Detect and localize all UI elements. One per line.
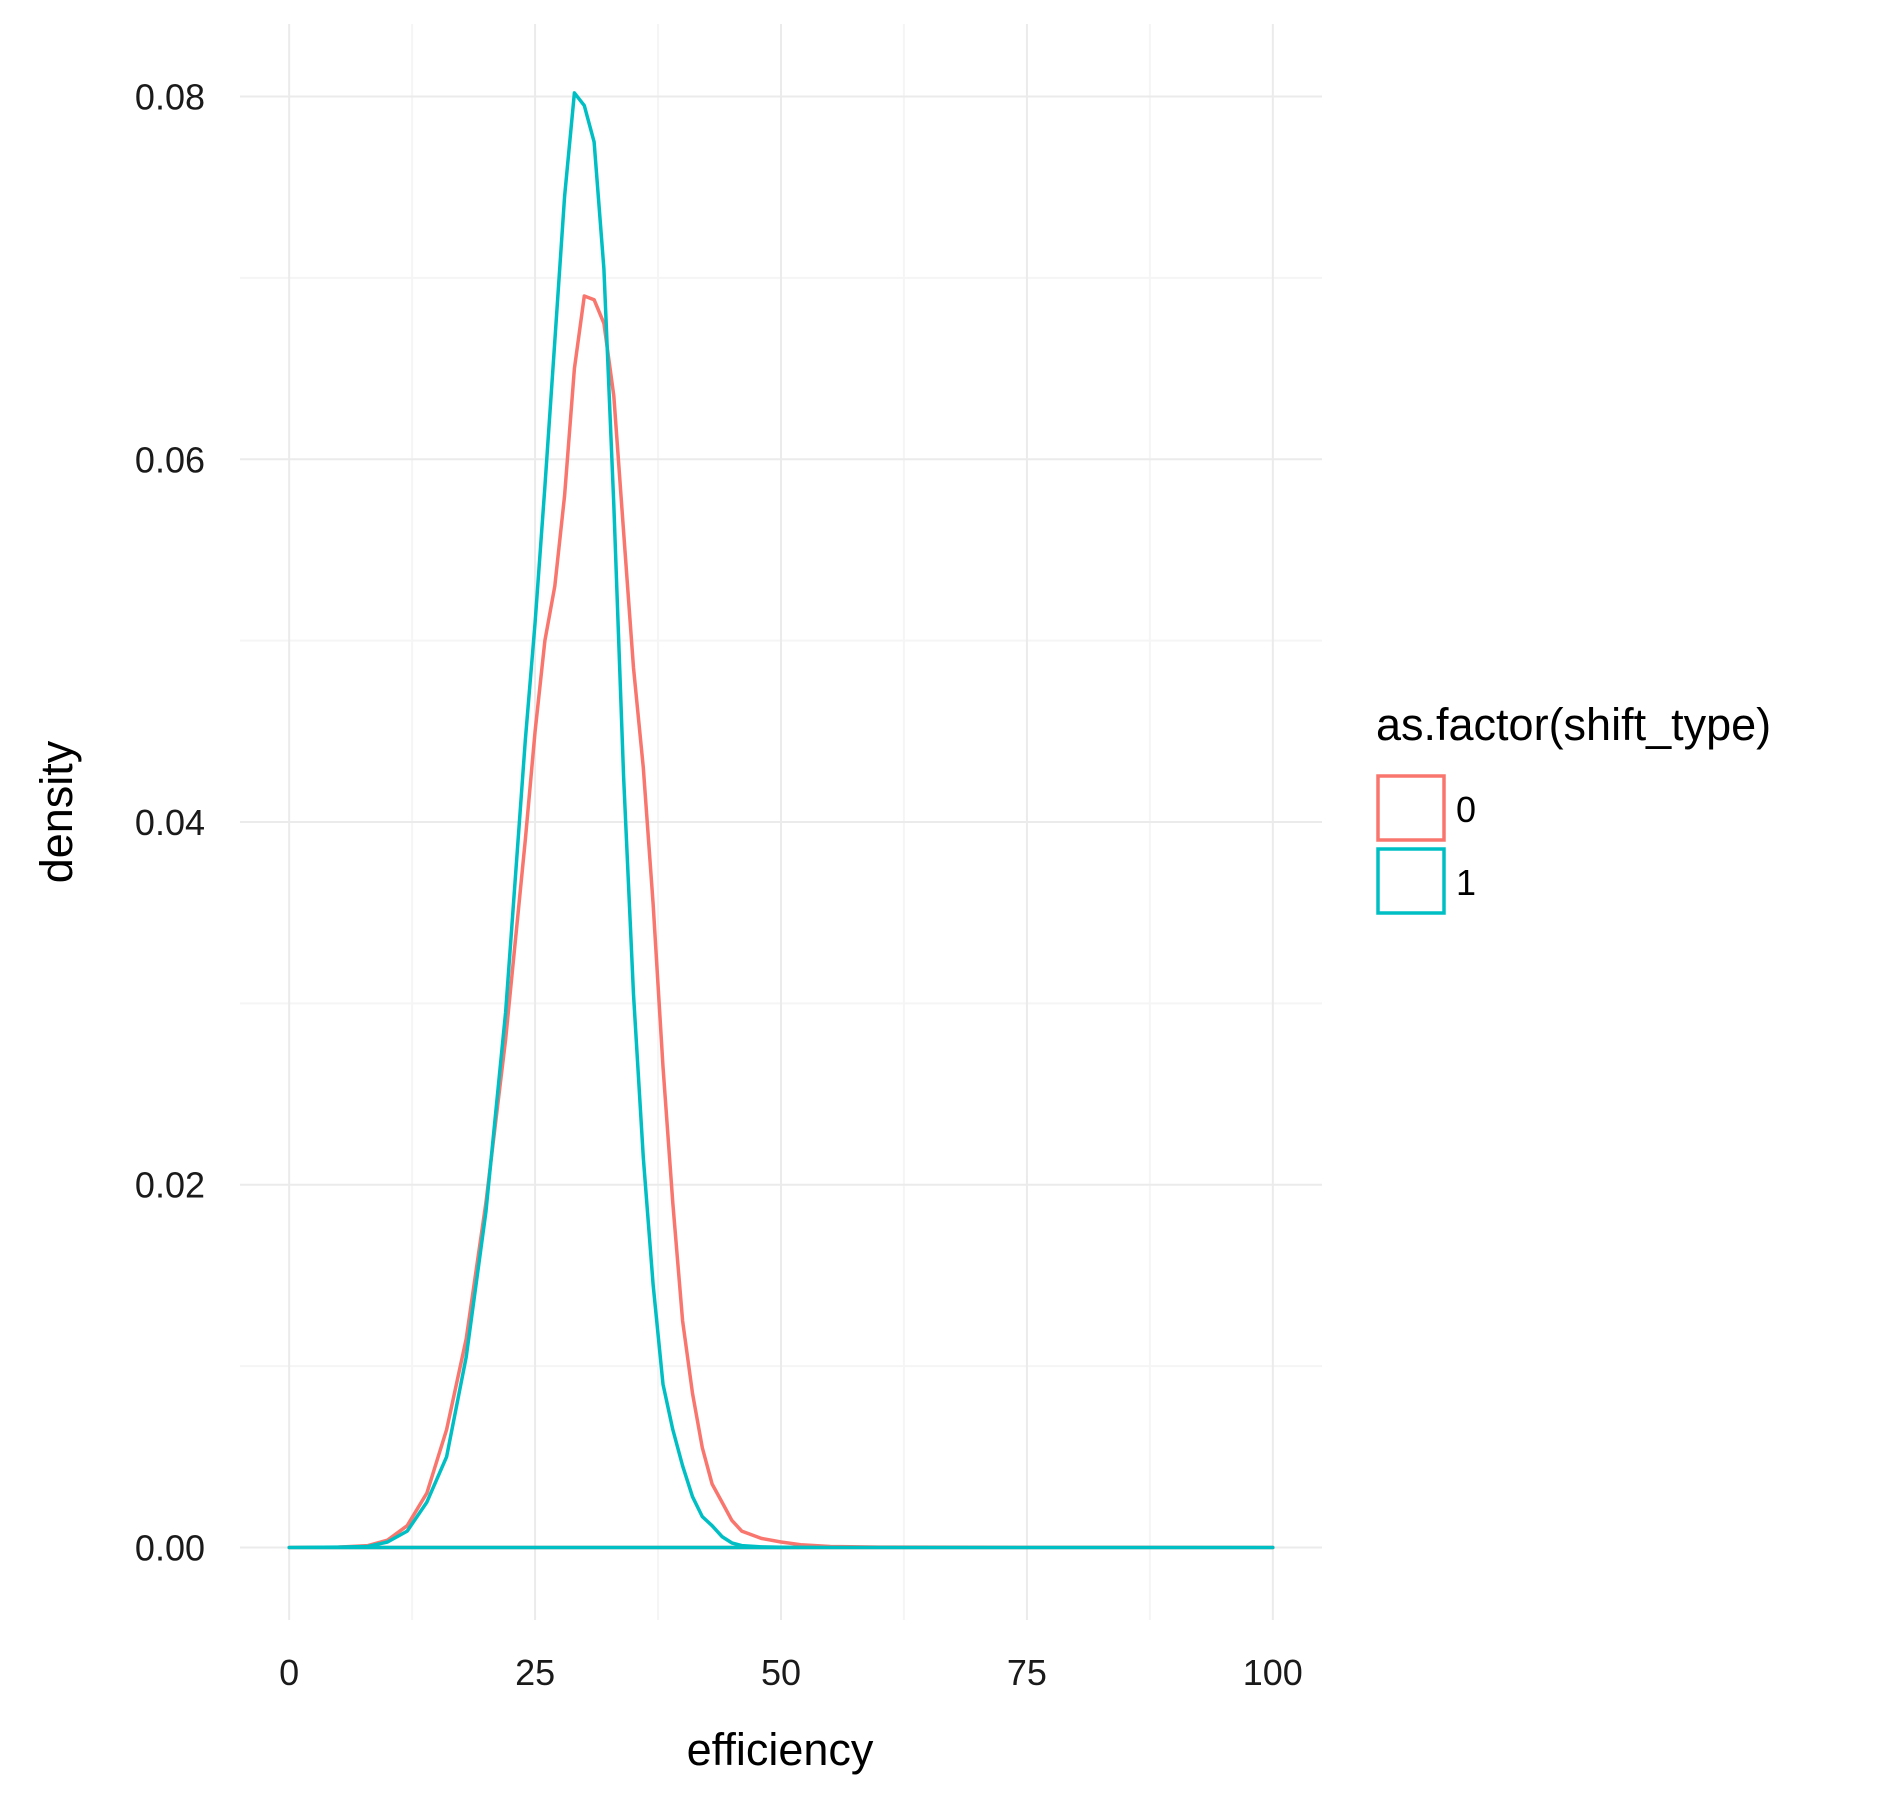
x-tick-label: 25: [515, 1652, 555, 1693]
x-tick-label: 0: [279, 1652, 299, 1693]
x-tick-label: 50: [761, 1652, 801, 1693]
y-tick-label: 0.06: [135, 439, 205, 480]
legend: as.factor(shift_type) 0 1: [1376, 699, 1771, 915]
y-axis-title: density: [31, 740, 82, 883]
x-tick-label: 100: [1243, 1652, 1303, 1693]
legend-label-1: 1: [1456, 862, 1476, 903]
legend-key-1: [1376, 847, 1446, 915]
tick-labels: 0 25 50 75 100 0.00 0.02 0.04 0.06 0.08: [135, 77, 1303, 1693]
legend-title: as.factor(shift_type): [1376, 699, 1771, 750]
grid: [240, 24, 1322, 1620]
density-lines: [287, 91, 1275, 1550]
y-tick-label: 0.04: [135, 802, 205, 843]
y-tick-label: 0.08: [135, 77, 205, 118]
y-tick-label: 0.02: [135, 1165, 205, 1206]
legend-key-0: [1376, 774, 1446, 842]
x-axis-title: efficiency: [687, 1724, 874, 1775]
legend-label-0: 0: [1456, 789, 1476, 830]
density-series-0: [287, 294, 1275, 1550]
y-tick-label: 0.00: [135, 1527, 205, 1568]
x-tick-label: 75: [1007, 1652, 1047, 1693]
density-series-1: [287, 91, 1275, 1550]
